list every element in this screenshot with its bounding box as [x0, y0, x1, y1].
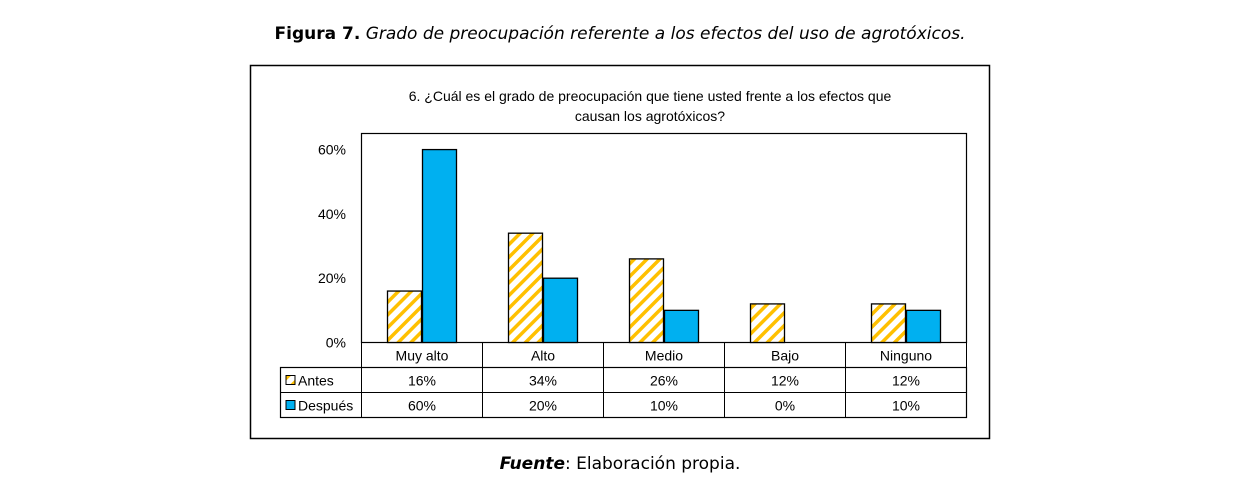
bar-después-4	[905, 309, 942, 344]
bar-antes-0	[386, 290, 423, 344]
data-label: 34%	[529, 373, 557, 389]
bar-después-1	[542, 277, 579, 344]
legend-label-después: Después	[298, 398, 353, 414]
source-note: Fuente: Elaboración propia.	[500, 454, 741, 474]
chart-title-line-1: 6. ¿Cuál es el grado de preocupación que…	[409, 88, 892, 104]
bar-después-2	[663, 309, 700, 344]
legend-label-antes: Antes	[298, 373, 334, 389]
y-tick-label: 20%	[318, 270, 346, 286]
category-label: Bajo	[771, 348, 799, 364]
y-tick-label: 40%	[318, 206, 346, 222]
chart-title-line-2: causan los agrotóxicos?	[575, 108, 725, 124]
chart-frame	[249, 64, 991, 440]
data-label: 0%	[775, 398, 795, 414]
bar-después-0	[421, 148, 458, 344]
category-label: Muy alto	[396, 348, 449, 364]
legend-key-antes	[285, 375, 296, 385]
category-label: Ninguno	[880, 348, 932, 364]
bar-antes-1	[507, 232, 544, 344]
data-label: 60%	[408, 398, 436, 414]
data-label: 12%	[892, 373, 920, 389]
data-label: 12%	[771, 373, 799, 389]
legend-key-después	[285, 400, 296, 410]
data-label: 10%	[892, 398, 920, 414]
bar-antes-4	[870, 303, 907, 344]
y-tick-label: 0%	[326, 335, 346, 351]
bar-antes-2	[628, 258, 665, 344]
y-tick-label: 60%	[318, 142, 346, 158]
bar-antes-3	[749, 303, 786, 344]
data-label: 10%	[650, 398, 678, 414]
category-label: Medio	[645, 348, 683, 364]
data-label: 20%	[529, 398, 557, 414]
figure-caption: Figura 7. Grado de preocupación referent…	[275, 24, 966, 44]
data-label: 16%	[408, 373, 436, 389]
data-label: 26%	[650, 373, 678, 389]
category-label: Alto	[531, 348, 555, 364]
